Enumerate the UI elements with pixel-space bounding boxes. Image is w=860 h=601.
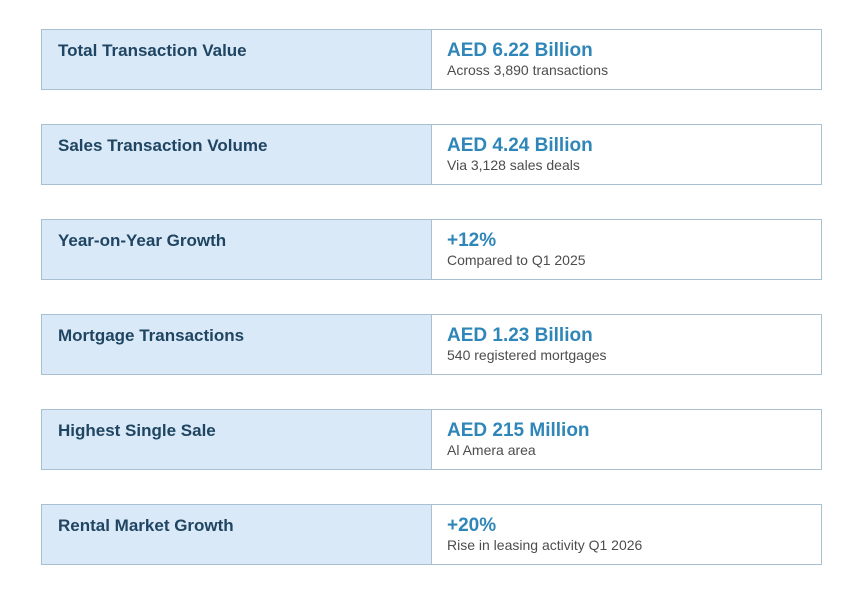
stat-value: AED 215 Million — [447, 420, 590, 441]
stat-note: Across 3,890 transactions — [447, 62, 609, 78]
stat-label-cell: Highest Single Sale — [42, 410, 432, 469]
stat-value: AED 4.24 Billion — [447, 135, 593, 156]
stat-value-cell: AED 215 Million Al Amera area — [432, 410, 821, 469]
stat-note: Rise in leasing activity Q1 2026 — [447, 537, 643, 553]
stat-value-cell: +12% Compared to Q1 2025 — [432, 220, 821, 279]
stat-label-cell: Mortgage Transactions — [42, 315, 432, 374]
stat-label: Year-on-Year Growth — [58, 231, 227, 250]
stat-value: AED 1.23 Billion — [447, 325, 593, 346]
stat-value-cell: AED 4.24 Billion Via 3,128 sales deals — [432, 125, 821, 184]
stat-row-sales-transaction-volume: Sales Transaction Volume AED 4.24 Billio… — [41, 124, 822, 185]
stat-label-cell: Sales Transaction Volume — [42, 125, 432, 184]
stat-value-cell: AED 1.23 Billion 540 registered mortgage… — [432, 315, 821, 374]
stat-row-rental-market-growth: Rental Market Growth +20% Rise in leasin… — [41, 504, 822, 565]
stat-label-cell: Total Transaction Value — [42, 30, 432, 89]
stat-label: Mortgage Transactions — [58, 326, 245, 345]
stat-value: AED 6.22 Billion — [447, 40, 593, 61]
stat-note: 540 registered mortgages — [447, 347, 607, 363]
stat-label: Highest Single Sale — [58, 421, 216, 440]
stat-label-cell: Year-on-Year Growth — [42, 220, 432, 279]
stat-row-highest-single-sale: Highest Single Sale AED 215 Million Al A… — [41, 409, 822, 470]
stat-value-cell: AED 6.22 Billion Across 3,890 transactio… — [432, 30, 821, 89]
stat-value-cell: +20% Rise in leasing activity Q1 2026 — [432, 505, 821, 564]
stat-label: Total Transaction Value — [58, 41, 247, 60]
stat-label: Sales Transaction Volume — [58, 136, 268, 155]
stat-row-total-transaction-value: Total Transaction Value AED 6.22 Billion… — [41, 29, 822, 90]
stat-note: Via 3,128 sales deals — [447, 157, 580, 173]
stat-label-cell: Rental Market Growth — [42, 505, 432, 564]
stat-value: +20% — [447, 515, 497, 536]
stat-note: Al Amera area — [447, 442, 536, 458]
stats-table: Total Transaction Value AED 6.22 Billion… — [41, 29, 822, 599]
stat-row-year-on-year-growth: Year-on-Year Growth +12% Compared to Q1 … — [41, 219, 822, 280]
stat-value: +12% — [447, 230, 497, 251]
stat-note: Compared to Q1 2025 — [447, 252, 586, 268]
stat-row-mortgage-transactions: Mortgage Transactions AED 1.23 Billion 5… — [41, 314, 822, 375]
stat-label: Rental Market Growth — [58, 516, 234, 535]
